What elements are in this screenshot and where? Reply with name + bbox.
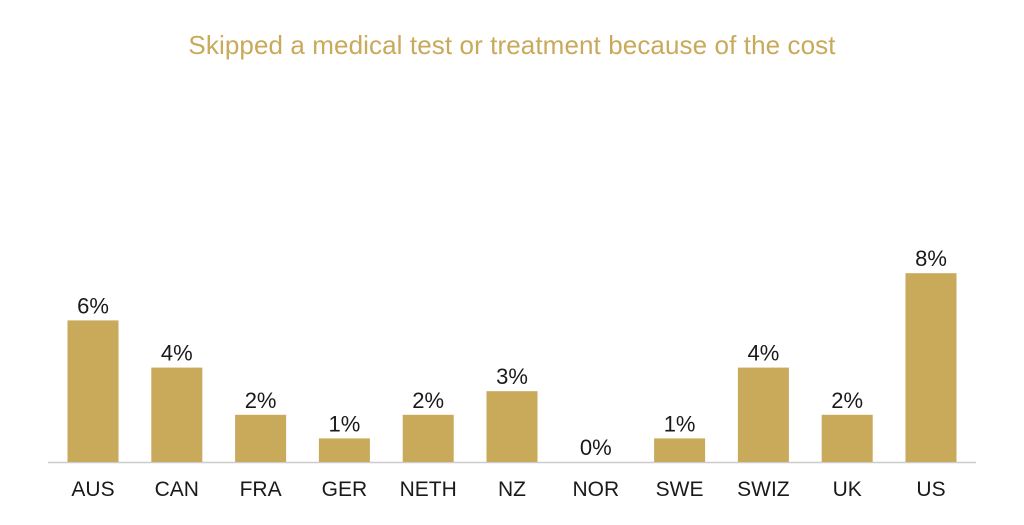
bar-can	[151, 367, 203, 462]
category-label-swiz: SWIZ	[737, 478, 790, 501]
category-label-can: CAN	[155, 478, 199, 501]
bar-neth	[402, 414, 454, 462]
bar-nz	[486, 391, 538, 462]
value-label-fra: 2%	[245, 388, 277, 413]
bar-uk	[821, 414, 873, 462]
value-label-neth: 2%	[412, 388, 444, 413]
category-label-uk: UK	[833, 478, 862, 501]
category-label-ger: GER	[322, 478, 368, 501]
category-label-fra: FRA	[240, 478, 282, 501]
value-label-uk: 2%	[831, 388, 863, 413]
category-label-swe: SWE	[656, 478, 704, 501]
category-label-neth: NETH	[400, 478, 457, 501]
chart-title: Skipped a medical test or treatment beca…	[188, 30, 836, 60]
value-label-us: 8%	[915, 246, 947, 271]
category-label-nor: NOR	[572, 478, 619, 501]
value-label-can: 4%	[161, 341, 193, 366]
value-label-ger: 1%	[329, 411, 361, 436]
category-label-aus: AUS	[71, 478, 114, 501]
value-label-nz: 3%	[496, 364, 528, 389]
category-label-nz: NZ	[498, 478, 526, 501]
bar-ger	[318, 438, 370, 462]
bar-swiz	[737, 367, 789, 462]
value-label-nor: 0%	[580, 435, 612, 460]
value-label-swe: 1%	[664, 411, 696, 436]
bar-aus	[67, 320, 119, 462]
bar-fra	[235, 414, 287, 462]
category-label-us: US	[916, 478, 945, 501]
bar-us	[905, 273, 957, 462]
value-label-swiz: 4%	[748, 341, 780, 366]
bar-swe	[654, 438, 706, 462]
value-label-aus: 6%	[77, 293, 109, 318]
